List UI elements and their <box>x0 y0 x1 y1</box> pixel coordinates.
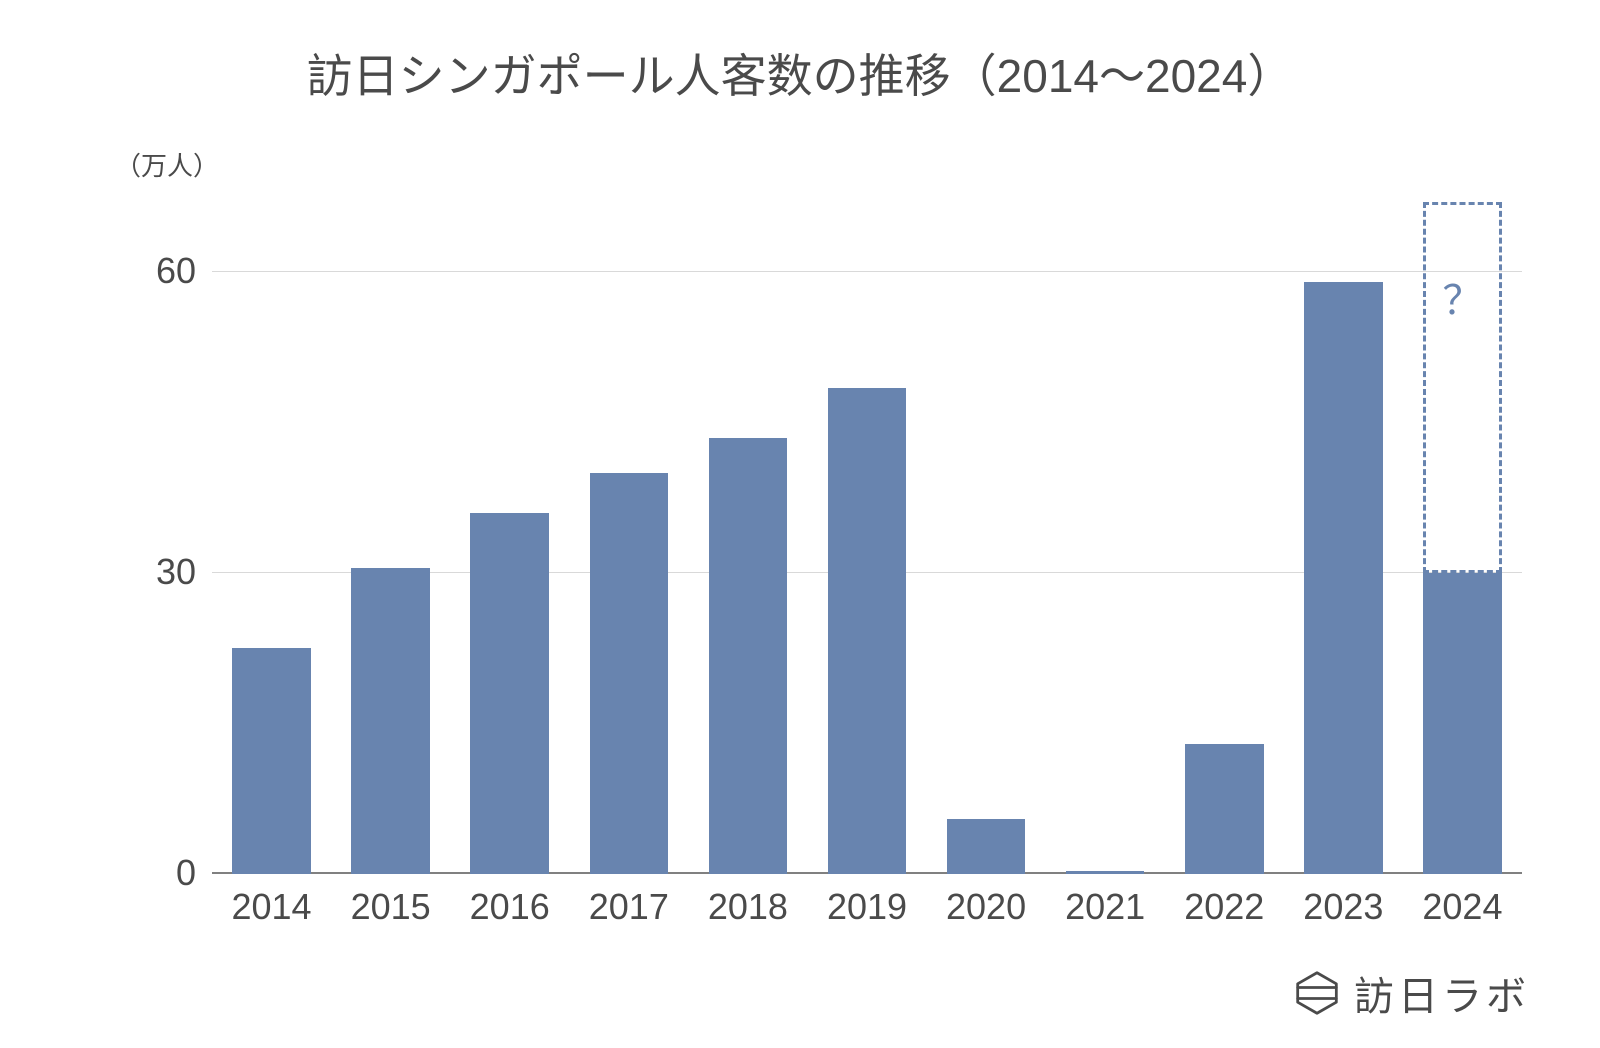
projection-dashed-box <box>1423 202 1502 573</box>
bar <box>709 438 788 874</box>
y-tick-label: 30 <box>116 551 196 593</box>
gridline <box>212 271 1522 272</box>
x-tick-label: 2024 <box>1403 886 1522 928</box>
x-tick-label: 2015 <box>331 886 450 928</box>
watermark-text: 訪日ラボ <box>1354 964 1530 1022</box>
bar <box>1423 573 1502 874</box>
x-tick-label: 2021 <box>1046 886 1165 928</box>
bar <box>351 568 430 874</box>
bar <box>1304 282 1383 874</box>
bar <box>828 388 907 874</box>
y-axis-unit-label: （万人） <box>115 146 219 183</box>
bar <box>1066 871 1145 874</box>
bar <box>947 819 1026 874</box>
x-tick-label: 2022 <box>1165 886 1284 928</box>
x-tick-label: 2014 <box>212 886 331 928</box>
x-tick-label: 2020 <box>927 886 1046 928</box>
watermark-logo-icon <box>1294 970 1340 1016</box>
bar <box>232 648 311 874</box>
y-tick-label: 60 <box>116 250 196 292</box>
x-tick-label: 2016 <box>450 886 569 928</box>
chart-container: 訪日シンガポール人客数の推移（2014〜2024） （万人） ？ 訪日ラボ 0 3… <box>0 0 1600 1048</box>
projection-question-mark: ？ <box>1423 268 1502 326</box>
bar <box>590 473 669 874</box>
x-tick-label: 2017 <box>569 886 688 928</box>
y-tick-label: 0 <box>116 852 196 894</box>
bar <box>1185 744 1264 874</box>
bar <box>470 513 549 874</box>
x-tick-label: 2023 <box>1284 886 1403 928</box>
x-tick-label: 2019 <box>807 886 926 928</box>
plot-area: ？ <box>212 202 1522 874</box>
watermark: 訪日ラボ <box>1294 964 1530 1022</box>
x-tick-label: 2018 <box>688 886 807 928</box>
chart-title: 訪日シンガポール人客数の推移（2014〜2024） <box>0 40 1600 106</box>
